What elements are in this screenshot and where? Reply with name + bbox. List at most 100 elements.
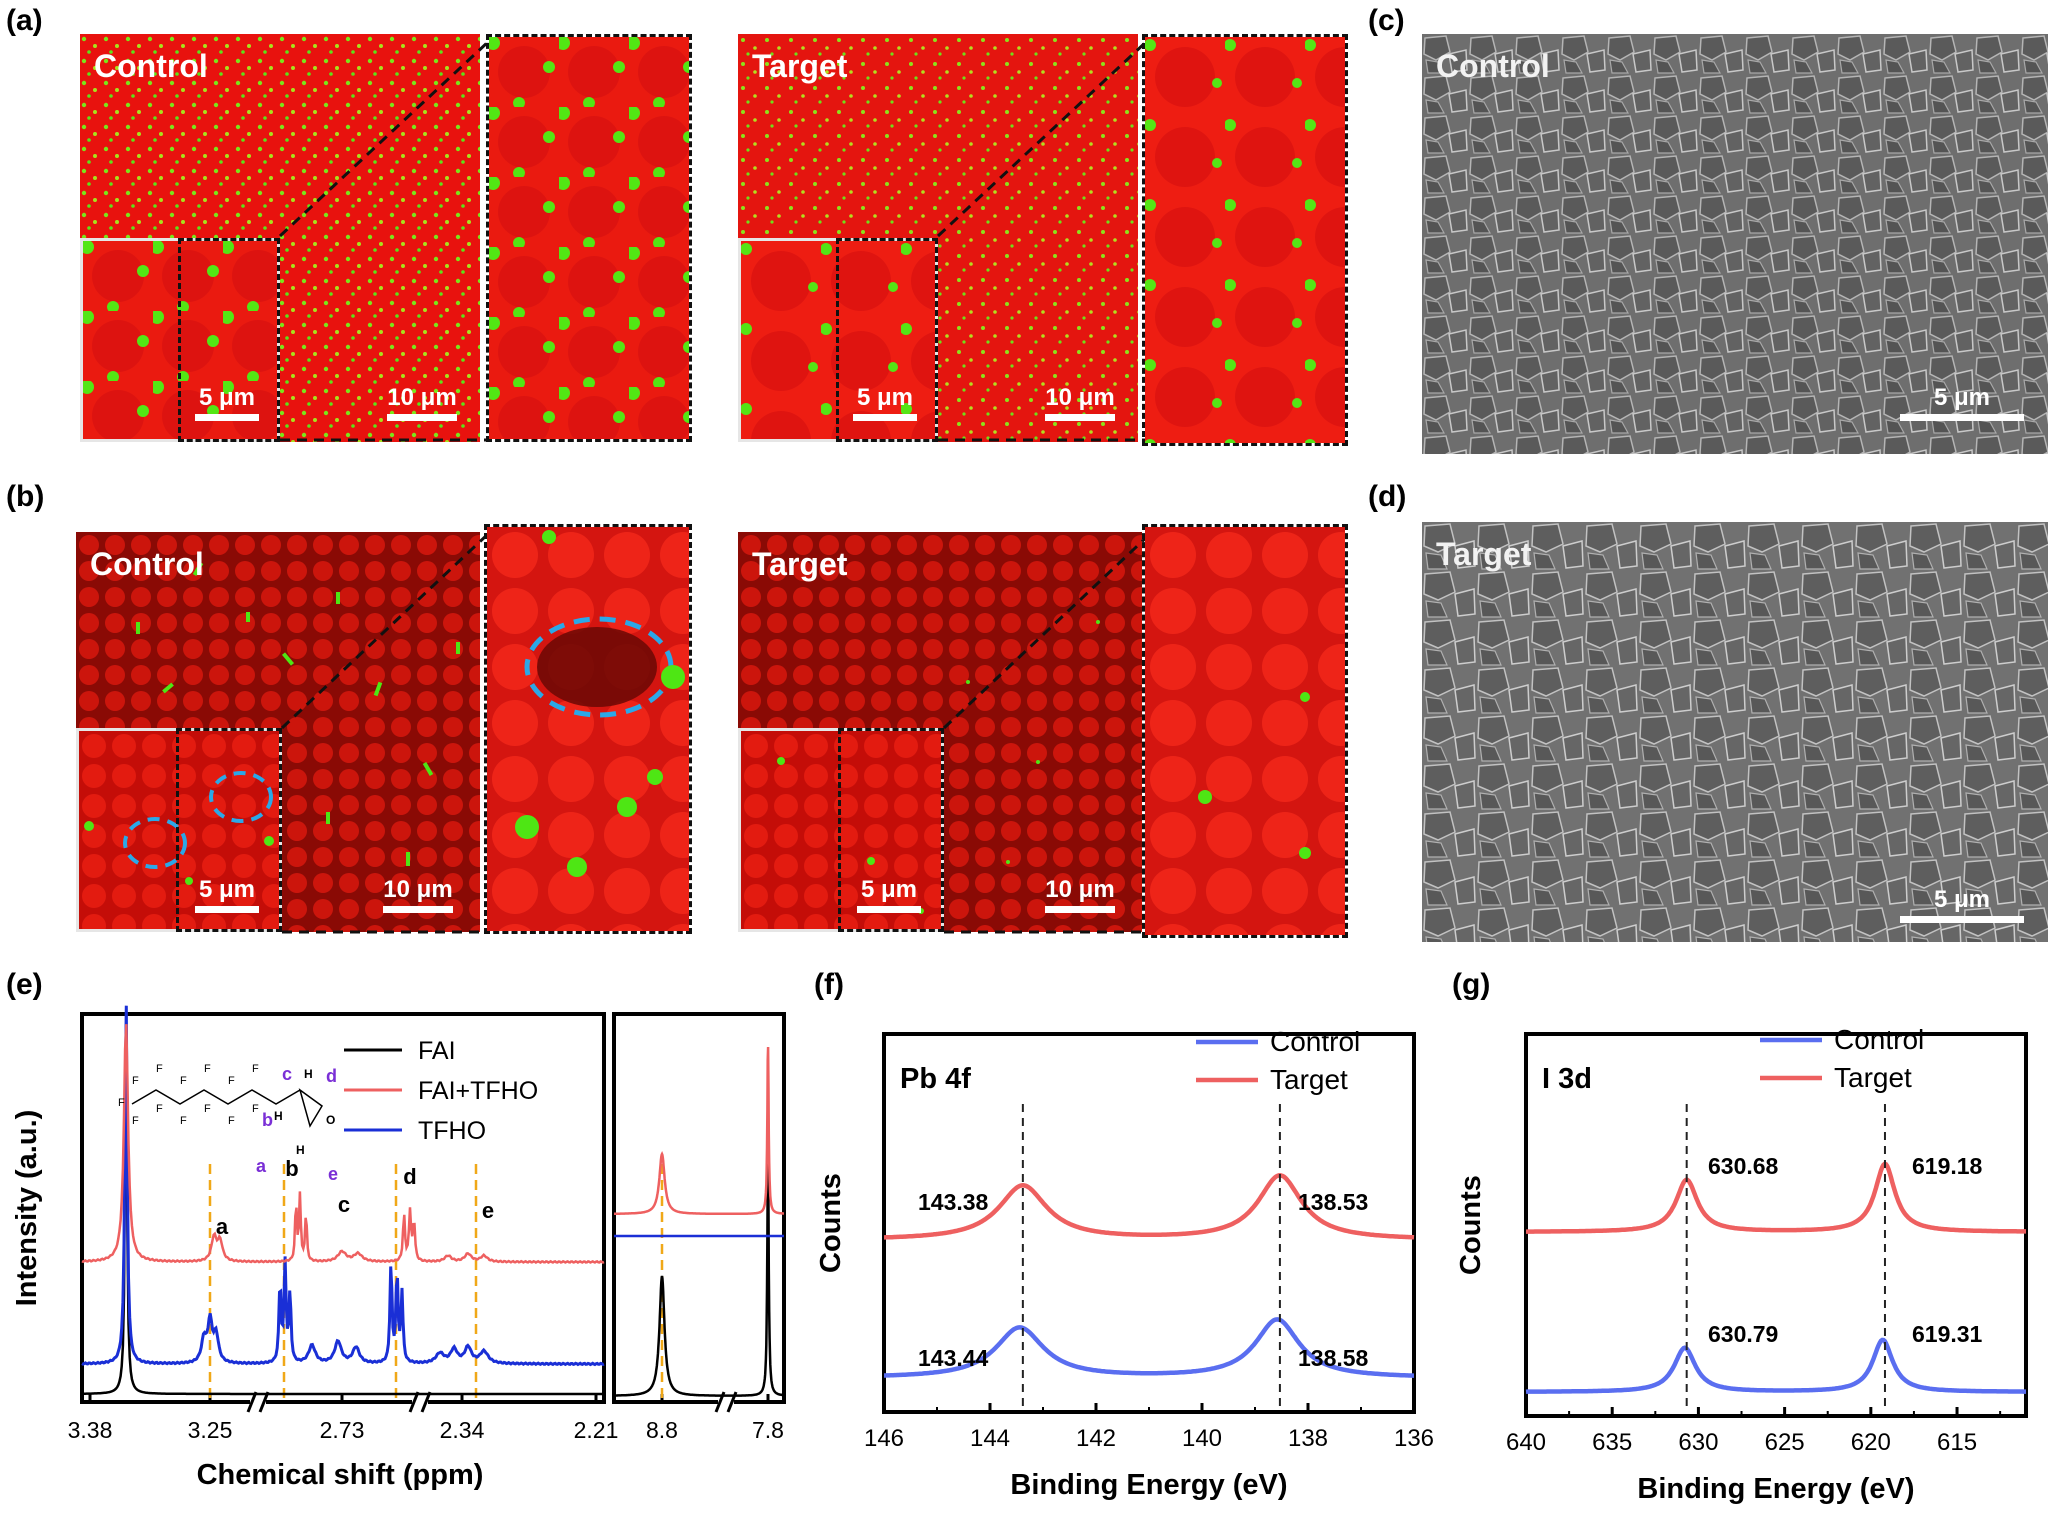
fluorine-atom: F (132, 1075, 139, 1087)
peak-label: d (403, 1164, 416, 1189)
fluorine-atom: F (180, 1115, 187, 1127)
legend-label: Target (1270, 1064, 1348, 1095)
fluorine-atom: F (204, 1063, 211, 1075)
chart-pb4f: 146 144 142 140 138 136 Binding Energy (eV) Cou… (810, 1000, 1450, 1518)
peak-annotation: 143.38 (918, 1189, 989, 1215)
scale-bar-label: 10 μm (1045, 876, 1115, 903)
scale-bar-main: 10 μm (1030, 384, 1130, 421)
x-tick-label: 615 (1937, 1429, 1977, 1456)
axis-break-mark (408, 1391, 420, 1413)
legend-label: FAI+TFHO (418, 1077, 538, 1105)
panel-label-c: (c) (1368, 4, 1405, 37)
image-title: Control (1436, 48, 1550, 84)
fluorine-atom: F (252, 1103, 259, 1115)
spectrum-line (81, 1005, 605, 1367)
fluorine-atom: F (180, 1075, 187, 1087)
peak-label: a (216, 1214, 229, 1239)
x-axis-title: Chemical shift (ppm) (197, 1459, 484, 1491)
structure-label: b (262, 1110, 273, 1130)
axis-break-mark (246, 1391, 258, 1413)
image-title: Target (752, 48, 848, 84)
x-tick-label: 136 (1394, 1425, 1434, 1452)
confocal-map-a-control: Control 5 μm 10 μm (80, 34, 480, 442)
structure-label: e (328, 1164, 338, 1184)
x-tick-label: 620 (1851, 1429, 1891, 1456)
xps-plot-pb4f: 146 144 142 140 138 136 Binding Energy (eV) Cou… (815, 1026, 1434, 1501)
axis-break-mark (258, 1391, 270, 1413)
x-tick-label: 3.25 (188, 1417, 233, 1443)
scale-bar-label: 5 μm (198, 876, 256, 903)
sem-image-target: Target 5 μm (1422, 522, 2048, 942)
x-tick-label: 8.8 (646, 1417, 678, 1443)
zoom-region-box (178, 238, 280, 442)
fluorine-atom: F (228, 1115, 235, 1127)
x-tick-label: 3.38 (68, 1417, 113, 1443)
x-tick-label: 635 (1592, 1429, 1632, 1456)
zoom-connector-lines (278, 40, 490, 442)
axis-break-mark (420, 1391, 432, 1413)
epoxide-ring (298, 1088, 323, 1128)
nmr-plot: Intensity (a.u.) Chemical shift (ppm) 3.38… (11, 1005, 786, 1491)
zoom-connector-lines (280, 532, 490, 934)
structure-label: H (274, 1109, 283, 1123)
fluorine-atom: F (156, 1063, 163, 1075)
scale-bar-label: 10 μm (383, 876, 453, 903)
y-axis-title: Intensity (a.u.) (11, 1110, 43, 1307)
chart-nmr: Intensity (a.u.) Chemical shift (ppm) 3.38… (0, 1000, 800, 1518)
scale-bar-inset: 5 μm (182, 876, 272, 913)
scale-bar-label: 10 μm (1045, 384, 1115, 411)
panel-label-g: (g) (1452, 968, 1491, 1001)
spectrum-title: Pb 4f (900, 1063, 971, 1095)
plot-frame (1524, 1032, 2028, 1418)
plot-frame-right (612, 1012, 786, 1404)
structure-label: H (296, 1143, 305, 1157)
spectrum-line (614, 1159, 785, 1397)
molecule-backbone (131, 1089, 301, 1105)
structure-label: O (326, 1113, 335, 1127)
x-tick-label: 142 (1076, 1425, 1116, 1452)
zoomed-region-a-control (486, 34, 692, 442)
legend-label: FAI (418, 1037, 456, 1065)
peak-label: c (338, 1192, 350, 1217)
scale-bar: 5 μm (1892, 886, 2032, 923)
scale-bar-main: 10 μm (372, 384, 472, 421)
image-title: Control (90, 546, 204, 582)
x-tick-label: 2.34 (440, 1417, 485, 1443)
scale-bar-label: 5 μm (1933, 384, 1991, 411)
x-tick-label: 144 (970, 1425, 1010, 1452)
panel-label-f: (f) (814, 968, 844, 1001)
spectrum-line (81, 1024, 605, 1264)
confocal-map-b-target: Target 5 μm 10 μm (738, 532, 1142, 932)
spectrum-line (614, 1046, 784, 1216)
zoomed-region-b-control (484, 524, 692, 934)
x-tick-label: 7.8 (752, 1417, 784, 1443)
scale-bar-main: 10 μm (1030, 876, 1130, 913)
spectrum-line (82, 1030, 604, 1396)
sem-image-control: Control 5 μm (1422, 34, 2048, 454)
peak-annotation: 630.68 (1708, 1153, 1779, 1179)
y-axis-title: Counts (1455, 1175, 1487, 1275)
fluorine-atom: F (132, 1115, 139, 1127)
inset-image (738, 728, 944, 932)
peak-annotation: 138.58 (1298, 1345, 1369, 1371)
panel-label-a: (a) (6, 4, 43, 37)
zoomed-region-a-target (1142, 34, 1348, 446)
image-title: Target (1436, 536, 1532, 572)
scale-bar-main: 10 μm (368, 876, 468, 913)
confocal-map-b-control: Control 5 μm 10 μm (76, 532, 480, 932)
panel-label-e: (e) (6, 968, 43, 1001)
y-axis-title: Counts (815, 1173, 847, 1273)
scale-bar-label: 5 μm (856, 384, 914, 411)
image-title: Control (94, 48, 208, 84)
peak-annotation: 619.31 (1912, 1321, 1983, 1347)
scale-bar: 5 μm (1892, 384, 2032, 421)
scale-bar-inset: 5 μm (840, 384, 930, 421)
structure-label: H (304, 1067, 313, 1081)
fluorine-atom: F (156, 1103, 163, 1115)
confocal-map-a-target: Target 5 μm 10 μm (738, 34, 1138, 442)
x-tick-label: 630 (1678, 1429, 1718, 1456)
scale-bar-label: 5 μm (1933, 886, 1991, 913)
zoom-region-box (176, 728, 282, 932)
peak-annotation: 630.79 (1708, 1321, 1778, 1347)
panel-label-b: (b) (6, 480, 45, 513)
